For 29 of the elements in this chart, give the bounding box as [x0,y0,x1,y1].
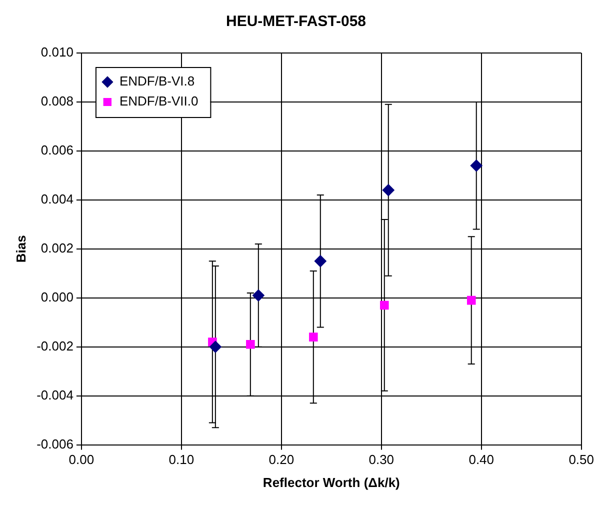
y-tick-label: 0.010 [40,44,74,60]
x-tick-label: 0.20 [268,452,294,468]
x-tick-label: 0.40 [468,452,494,468]
x-tick-label: 0.30 [368,452,394,468]
y-tick-label: 0.006 [40,142,74,158]
legend-label: ENDF/B-VI.8 [119,74,195,89]
point [209,340,222,353]
point [380,300,389,310]
y-tick-label: -0.006 [36,436,74,452]
point [470,160,482,172]
point [309,332,318,342]
x-tick-label: 0.10 [168,452,194,468]
point [246,340,255,349]
y-tick-label: -0.004 [36,387,74,402]
y-tick-label: -0.002 [36,338,74,354]
point [382,184,394,196]
y-tick-label: 0.004 [40,192,74,207]
x-axis-title: Reflector Worth (Δk/k) [262,474,400,490]
y-axis-title: Bias [13,235,28,263]
x-tick-label: 0.00 [68,452,94,468]
legend-label: ENDF/B-VII.0 [119,94,198,109]
point [252,289,264,302]
y-tick-label: 0.000 [40,289,74,304]
y-tick-label: 0.002 [40,240,74,256]
point [314,255,326,268]
y-tick-label: 0.008 [40,94,74,109]
x-tick-label: 0.50 [568,452,594,468]
point [466,296,476,305]
chart-title: HEU-MET-FAST-058 [226,13,366,30]
